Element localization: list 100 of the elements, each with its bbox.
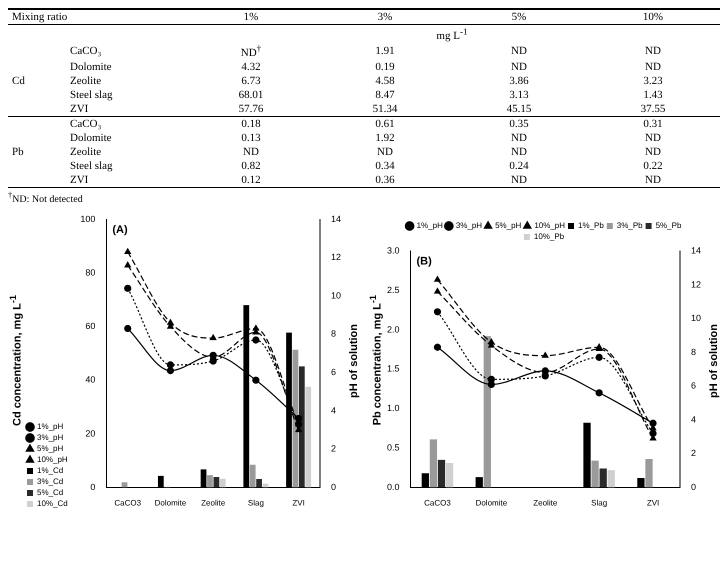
x-tick-label: CaCO3	[424, 498, 452, 508]
text: 10%	[642, 11, 664, 23]
chart-title: (A)	[112, 224, 128, 236]
y-tick-label: 1.5	[386, 363, 400, 374]
y-tick-label: 0	[90, 482, 96, 492]
y2-tick-label: 14	[330, 214, 341, 224]
legend-label: 10%_Cd	[36, 498, 68, 508]
text: 3.13	[509, 89, 529, 102]
text: 3.86	[509, 75, 529, 88]
text: Dolomite	[70, 61, 112, 74]
x-tick-label: Slag	[591, 498, 608, 508]
text: Zeolite	[70, 146, 102, 158]
text: 0.61	[375, 118, 395, 130]
legend-label: 1%_Cd	[36, 466, 63, 475]
x-tick-label: CaCO3	[114, 498, 142, 508]
text: ND	[645, 146, 661, 158]
legend-label: 3%_pH	[456, 220, 482, 230]
text: ND	[243, 146, 259, 158]
y2-tick-label: 0	[330, 482, 336, 492]
y-tick-label: 100	[80, 214, 96, 224]
text: 0.34	[375, 160, 395, 172]
y2-tick-label: 8	[690, 346, 696, 356]
text: ND	[645, 174, 661, 186]
text: (B)	[416, 255, 432, 268]
y2-tick-label: 12	[330, 252, 341, 262]
legend-label: 1%_pH	[416, 220, 444, 230]
text: 8.47	[375, 89, 395, 102]
text: 0.18	[241, 118, 261, 130]
y2-tick-label: 0	[690, 482, 696, 492]
y2-tick-label: 2	[330, 443, 336, 454]
y2-tick-label: 6	[330, 366, 336, 377]
legend-label: 10%_Pb	[534, 232, 565, 241]
legend-label: 10%_pH	[36, 454, 68, 464]
y2-tick-label: 4	[690, 414, 696, 424]
text: 4.32	[241, 61, 261, 74]
text: ZVI	[70, 103, 88, 116]
x-tick-label: ZVI	[292, 498, 305, 508]
legend-label: 3%_Pb	[616, 220, 644, 230]
text: ND	[645, 61, 661, 74]
text: 1.43	[643, 89, 663, 102]
x-tick-label: ZVI	[646, 498, 660, 508]
text: 1%	[244, 11, 258, 23]
y2-tick-label: 8	[330, 328, 336, 338]
text: $^{†}$ND: Not detected	[8, 190, 83, 205]
text: CaCO₃	[70, 45, 102, 58]
text: ND	[377, 146, 393, 158]
text: 51.34	[372, 103, 398, 116]
text: 1.91	[375, 45, 395, 58]
y2-tick-label: 4	[330, 404, 336, 415]
y2-tick-label: 6	[690, 380, 696, 390]
x-tick-label: Dolomite	[154, 498, 186, 508]
legend-label: 3%_Cd	[36, 476, 63, 486]
text: 0.13	[241, 132, 261, 144]
y2-tick-label: 10	[690, 312, 702, 323]
text: Steel slag	[70, 89, 112, 102]
text: CaCO₃	[70, 118, 102, 130]
text: 0.31	[643, 118, 663, 130]
text: 3%	[378, 11, 392, 23]
y-tick-label: 80	[84, 267, 96, 278]
y-tick-label: 60	[84, 320, 96, 331]
y2-tick-label: 10	[330, 290, 341, 300]
y-tick-label: 0.5	[386, 442, 400, 452]
text: 0.19	[375, 61, 395, 74]
text: Cd	[12, 75, 25, 88]
legend-label: 3%_pH	[36, 432, 64, 442]
text: ZVI	[70, 174, 88, 186]
text: 0.12	[241, 174, 261, 186]
y-tick-label: 40	[84, 374, 96, 384]
legend-label: 1%_pH	[36, 422, 64, 431]
text: ND	[511, 174, 527, 186]
text: 0.22	[643, 160, 663, 172]
legend-label: 5%_Cd	[36, 488, 63, 497]
legend-label: 5%_pH	[36, 444, 64, 453]
text: 68.01	[238, 89, 264, 102]
text: ND	[511, 132, 527, 144]
text: 0.82	[241, 160, 261, 172]
x-tick-label: Slag	[248, 498, 264, 508]
y-tick-label: 1.0	[386, 402, 400, 413]
text: 37.55	[640, 103, 666, 116]
x-tick-label: Dolomite	[476, 498, 508, 508]
text: 1.92	[375, 132, 395, 144]
text: 4.58	[375, 75, 395, 88]
text: ND	[511, 45, 527, 58]
text: 5%	[512, 11, 526, 23]
y2-axis-title: pH of solution	[708, 324, 720, 398]
text: Steel slag	[70, 160, 112, 172]
text: ND$^{†}$	[240, 44, 262, 60]
text: 0.36	[375, 174, 395, 186]
text: ND	[645, 45, 661, 58]
x-tick-label: Zeolite	[200, 498, 226, 508]
y-tick-label: 20	[84, 428, 96, 438]
text: mg L$^{-1}$	[436, 26, 468, 42]
text: Dolomite	[70, 132, 112, 144]
text: 6.73	[241, 75, 261, 88]
text: 0.24	[509, 160, 529, 172]
x-tick-label: Zeolite	[533, 498, 558, 508]
legend-label: 1%_Pb	[578, 220, 604, 230]
legend-label: 5%_pH	[495, 220, 522, 230]
text: Zeolite	[70, 75, 102, 88]
text: 57.76	[238, 103, 264, 116]
